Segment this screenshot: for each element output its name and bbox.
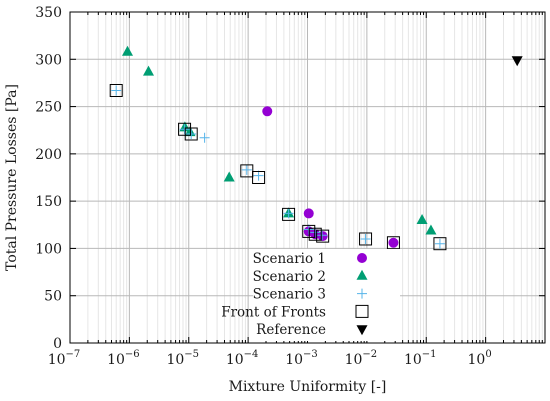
data-point: [282, 207, 296, 221]
series-scenario-3: [111, 85, 445, 249]
data-point: [262, 106, 273, 117]
x-tick-label-exponent: −2: [362, 349, 377, 360]
legend-label: Scenario 2: [253, 269, 326, 285]
data-points: [109, 45, 523, 251]
y-tick-label: 100: [35, 241, 62, 257]
legend-label: Scenario 1: [253, 251, 326, 267]
legend-label: Scenario 3: [253, 287, 326, 303]
data-point: [316, 229, 330, 243]
x-tick-label: 10−2: [345, 349, 378, 368]
data-point: [184, 127, 198, 141]
data-point: [386, 236, 400, 250]
legend-marker: [357, 288, 367, 299]
x-axis-label: Mixture Uniformity [-]: [229, 379, 387, 395]
data-point: [122, 45, 134, 56]
x-tick-label-exponent: −1: [422, 349, 437, 360]
data-point: [317, 231, 328, 242]
data-point: [143, 65, 155, 76]
data-point: [360, 233, 371, 244]
data-point: [186, 128, 197, 139]
x-tick-label-exponent: −5: [184, 349, 199, 360]
data-point: [416, 214, 428, 225]
x-tick-label: 10−6: [107, 349, 140, 368]
data-point: [178, 122, 192, 136]
x-tick-label-exponent: −4: [244, 349, 259, 360]
data-point: [434, 238, 445, 249]
x-tick-label-exponent: 0: [485, 349, 491, 360]
legend-marker: [356, 269, 368, 280]
data-point: [240, 164, 254, 178]
data-point: [425, 224, 437, 235]
x-tick-label-exponent: −3: [303, 349, 318, 360]
y-tick-label: 350: [35, 5, 62, 21]
series-scenario-1: [262, 106, 399, 248]
data-point: [241, 164, 252, 175]
data-point: [252, 171, 266, 184]
data-point: [253, 170, 264, 181]
data-point: [316, 230, 327, 241]
data-point: [359, 232, 373, 246]
x-tick-label: 10−4: [226, 349, 259, 368]
x-tick-label: 10−1: [404, 349, 437, 368]
y-tick-label: 150: [35, 194, 62, 210]
x-tick-label: 10−5: [166, 349, 199, 368]
data-point: [388, 237, 399, 248]
x-tick-label-exponent: −7: [66, 349, 81, 360]
data-point: [511, 56, 523, 67]
legend-label: Front of Fronts: [221, 304, 326, 320]
x-tick-label: 10−3: [285, 349, 318, 368]
data-point: [199, 132, 210, 143]
x-tick-label: 100: [468, 349, 492, 368]
y-tick-label: 50: [44, 289, 62, 305]
data-point: [433, 237, 447, 251]
data-point: [308, 227, 322, 241]
legend-marker: [357, 253, 367, 263]
legend-label: Reference: [256, 322, 326, 338]
y-tick-label: 200: [35, 147, 62, 163]
data-point: [111, 85, 122, 96]
data-point: [109, 83, 123, 97]
series-reference: [511, 56, 523, 67]
legend-background: [253, 249, 400, 341]
y-tick-label: 250: [35, 100, 62, 116]
y-axis-label: Total Pressure Losses [Pa]: [4, 84, 20, 271]
legend-marker: [355, 304, 369, 318]
axis-ticks: 10−7 10−6 10−5 10−4 10−3 10−2 10−1 100050100150…: [35, 5, 545, 368]
y-tick-label: 0: [53, 336, 62, 352]
data-point: [303, 208, 314, 219]
x-tick-label-exponent: −6: [125, 349, 140, 360]
legend-marker: [356, 325, 368, 336]
series-scenario-2: [122, 45, 437, 235]
data-point: [223, 171, 235, 182]
data-point: [179, 124, 190, 135]
data-point: [283, 208, 294, 219]
series-front-of-fronts: [109, 83, 447, 251]
y-tick-label: 300: [35, 52, 62, 68]
